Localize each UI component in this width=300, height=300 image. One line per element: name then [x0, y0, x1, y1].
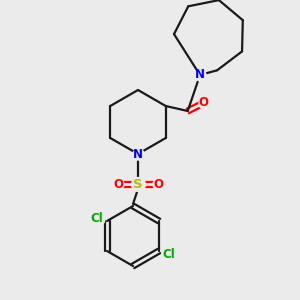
Text: O: O: [153, 178, 163, 190]
Text: N: N: [133, 148, 143, 160]
Text: S: S: [133, 178, 143, 190]
Text: O: O: [113, 178, 123, 190]
Text: Cl: Cl: [163, 248, 176, 260]
Text: N: N: [195, 68, 205, 82]
Text: Cl: Cl: [91, 212, 103, 224]
Text: O: O: [199, 97, 209, 110]
